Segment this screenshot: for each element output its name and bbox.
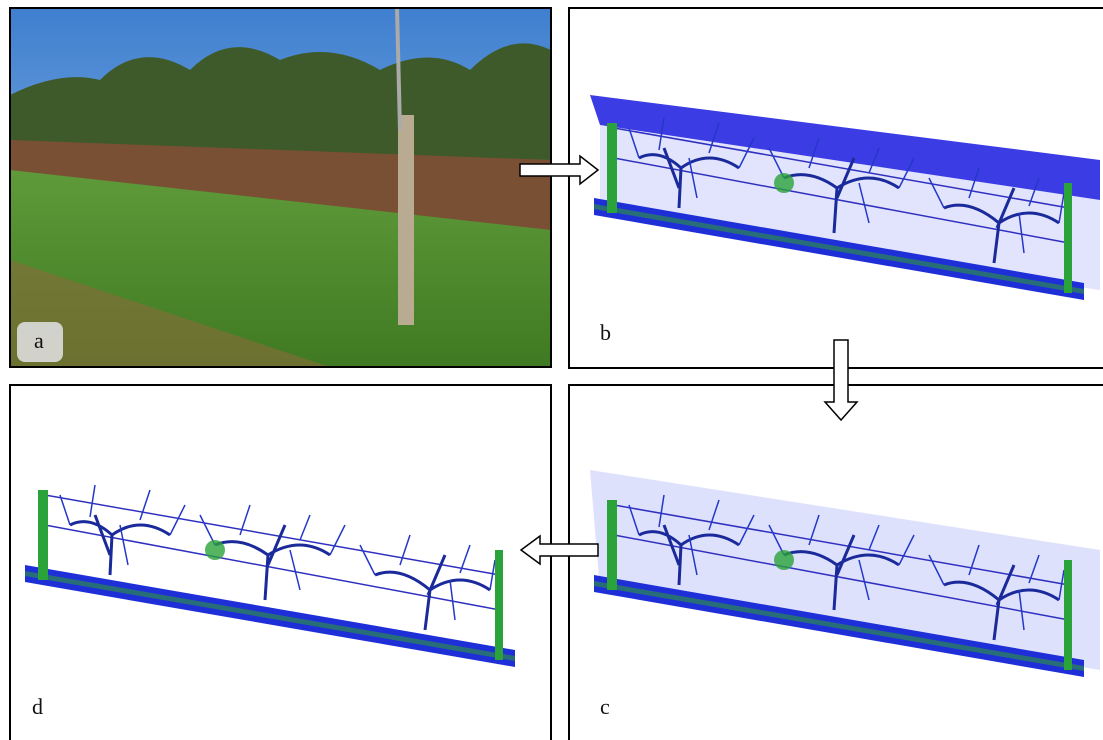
panel-label: c — [600, 694, 610, 719]
panel-label: d — [32, 694, 43, 719]
panel-border — [10, 385, 551, 740]
panel-label: a — [34, 328, 44, 353]
panel-c: c — [569, 385, 1103, 740]
figure: a b c d — [0, 0, 1103, 740]
panel-b: b — [569, 8, 1103, 368]
panel-label: b — [600, 320, 611, 345]
panel-d: d — [10, 385, 551, 740]
panel-a: a — [10, 8, 551, 367]
figure-canvas: a b c d — [0, 0, 1103, 740]
photo-post — [398, 115, 414, 325]
